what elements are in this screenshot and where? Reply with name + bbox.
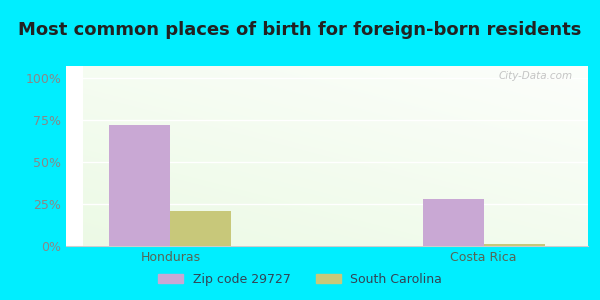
Bar — [484, 244, 545, 246]
Text: Most common places of birth for foreign-born residents: Most common places of birth for foreign-… — [19, 21, 581, 39]
Bar — [422, 199, 484, 246]
Legend: Zip code 29727, South Carolina: Zip code 29727, South Carolina — [152, 268, 448, 291]
Text: City-Data.com: City-Data.com — [498, 71, 572, 81]
Bar — [109, 125, 170, 246]
Bar — [170, 211, 232, 246]
